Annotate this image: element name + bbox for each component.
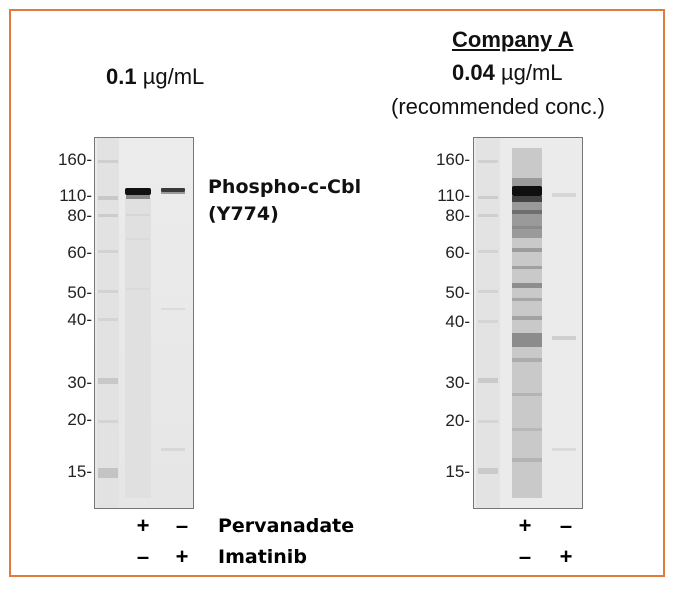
mw-marker-20: 20- bbox=[67, 410, 92, 429]
company-label: Company A bbox=[452, 27, 574, 52]
mw-marker-60: 60- bbox=[445, 243, 470, 262]
mw-marker-160: 160- bbox=[435, 150, 470, 169]
right-lane1-pervanadate-sign: + bbox=[518, 513, 532, 538]
mw-marker-110: 110- bbox=[437, 186, 470, 205]
mw-marker-50: 50- bbox=[445, 283, 470, 302]
mw-marker-80: 80- bbox=[67, 206, 92, 225]
left-concentration-label: 0.1 µg/mL bbox=[106, 64, 205, 89]
mw-marker-50: 50- bbox=[67, 283, 92, 302]
left-lane2-pervanadate-sign: – bbox=[175, 513, 189, 538]
figure-border bbox=[9, 9, 665, 577]
protein-label-line1: Phospho-c-Cbl bbox=[208, 176, 362, 198]
mw-marker-40: 40- bbox=[445, 312, 470, 331]
left-lane1-imatinib-sign: – bbox=[136, 544, 150, 569]
mw-marker-15: 15- bbox=[67, 462, 92, 481]
mw-marker-60: 60- bbox=[67, 243, 92, 262]
right-concentration-label: 0.04 µg/mL bbox=[452, 60, 563, 85]
mw-marker-160: 160- bbox=[57, 150, 92, 169]
imatinib-label: Imatinib bbox=[218, 546, 307, 568]
left-blot-image bbox=[94, 137, 194, 509]
pervanadate-label: Pervanadate bbox=[218, 515, 355, 537]
mw-marker-30: 30- bbox=[445, 373, 470, 392]
mw-marker-40: 40- bbox=[67, 310, 92, 329]
mw-marker-30: 30- bbox=[67, 373, 92, 392]
mw-marker-110: 110- bbox=[59, 186, 92, 205]
protein-label-line2: (Y774) bbox=[208, 203, 279, 225]
left-lane2-imatinib-sign: + bbox=[175, 544, 189, 569]
left-lane1-pervanadate-sign: + bbox=[136, 513, 150, 538]
recommended-note: (recommended conc.) bbox=[391, 94, 605, 119]
right-lane1-imatinib-sign: – bbox=[518, 544, 532, 569]
mw-marker-15: 15- bbox=[445, 462, 470, 481]
right-blot-image bbox=[473, 137, 583, 509]
mw-marker-80: 80- bbox=[445, 206, 470, 225]
right-lane2-imatinib-sign: + bbox=[559, 544, 573, 569]
right-lane2-pervanadate-sign: – bbox=[559, 513, 573, 538]
mw-marker-20: 20- bbox=[445, 411, 470, 430]
